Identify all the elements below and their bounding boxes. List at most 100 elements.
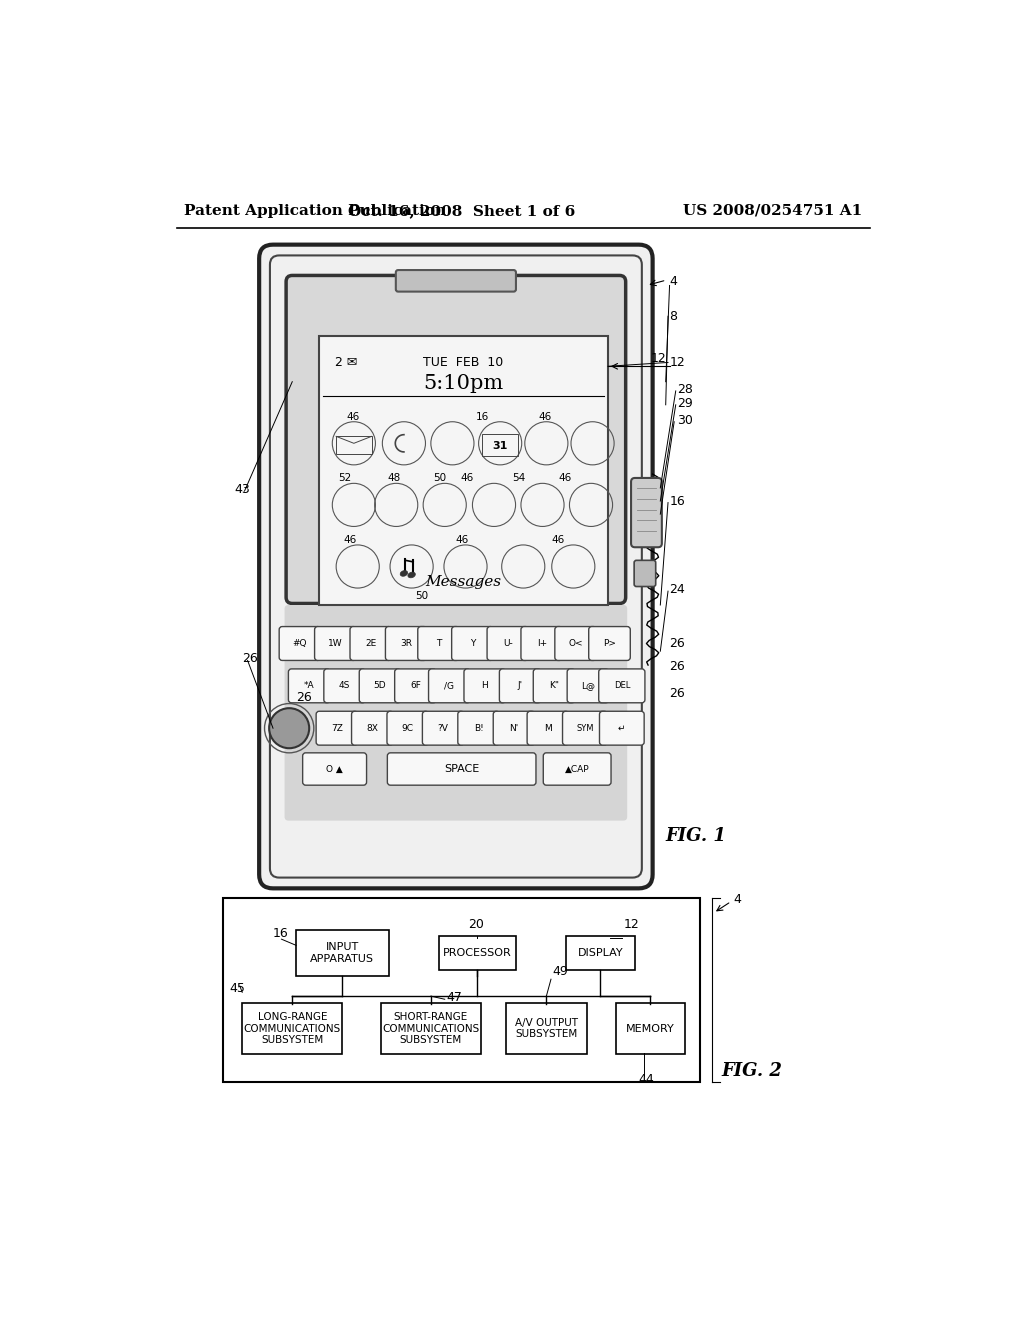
Bar [336,437,372,454]
Bar [565,936,635,970]
FancyBboxPatch shape [521,627,562,660]
Text: 50: 50 [433,474,446,483]
Text: 12: 12 [624,919,639,932]
FancyBboxPatch shape [316,711,357,744]
Text: 16: 16 [475,412,488,422]
Bar [381,1003,481,1053]
Text: ▲CAP: ▲CAP [565,764,590,774]
FancyBboxPatch shape [562,711,607,744]
Text: A/V OUTPUT
SUBSYSTEM: A/V OUTPUT SUBSYSTEM [515,1018,578,1039]
Text: 4: 4 [733,894,741,907]
FancyBboxPatch shape [534,669,574,702]
Text: SPACE: SPACE [444,764,479,774]
Text: 9C: 9C [401,723,414,733]
FancyBboxPatch shape [464,669,506,702]
Text: SHORT-RANGE
COMMUNICATIONS
SUBSYSTEM: SHORT-RANGE COMMUNICATIONS SUBSYSTEM [382,1012,479,1045]
Bar [243,1003,342,1053]
Text: O ▲: O ▲ [327,764,343,774]
Text: H: H [481,681,488,690]
Text: 48: 48 [387,474,400,483]
Text: Messages: Messages [426,576,502,589]
FancyBboxPatch shape [350,627,391,660]
Text: J': J' [517,681,522,690]
Text: 46: 46 [343,535,356,545]
FancyBboxPatch shape [422,711,464,744]
Text: 1W: 1W [328,639,343,648]
Text: 8X: 8X [367,723,378,733]
Text: 45: 45 [229,982,245,995]
FancyBboxPatch shape [324,669,366,702]
Text: 46: 46 [552,535,565,545]
FancyBboxPatch shape [289,669,330,702]
Text: 4S: 4S [339,681,350,690]
Text: PROCESSOR: PROCESSOR [442,948,511,958]
Text: 16: 16 [670,495,685,508]
Text: 26: 26 [243,652,258,665]
FancyBboxPatch shape [599,711,644,744]
Text: 46: 46 [539,412,552,422]
Text: 31: 31 [493,441,508,451]
Text: 52: 52 [339,474,351,483]
FancyBboxPatch shape [387,711,429,744]
Bar [615,1003,685,1053]
Text: DEL: DEL [613,681,630,690]
FancyBboxPatch shape [396,271,516,292]
Text: 3R: 3R [400,639,413,648]
Text: N': N' [509,723,518,733]
Text: 12: 12 [670,356,685,370]
Text: 26: 26 [670,660,685,673]
FancyBboxPatch shape [589,627,631,660]
Text: 16: 16 [273,927,289,940]
Text: 26: 26 [296,690,312,704]
Text: TUE  FEB  10: TUE FEB 10 [424,356,504,370]
Text: 2 ✉: 2 ✉ [335,356,357,370]
Text: U-: U- [503,639,513,648]
Text: T: T [436,639,441,648]
FancyBboxPatch shape [555,627,596,660]
Text: LONG-RANGE
COMMUNICATIONS
SUBSYSTEM: LONG-RANGE COMMUNICATIONS SUBSYSTEM [244,1012,341,1045]
FancyBboxPatch shape [429,669,470,702]
Text: 8: 8 [670,310,678,323]
Text: 46: 46 [346,412,359,422]
Text: FIG. 1: FIG. 1 [666,828,727,845]
Text: 24: 24 [670,583,685,597]
Text: L@: L@ [581,681,595,690]
FancyBboxPatch shape [385,627,427,660]
Text: 26: 26 [670,638,685,649]
Bar [438,936,515,970]
Text: 20: 20 [468,919,483,932]
Text: 49: 49 [553,965,568,978]
Text: 44: 44 [639,1073,654,1086]
Text: INPUT
APPARATUS: INPUT APPARATUS [310,942,375,964]
Text: Oct. 16, 2008  Sheet 1 of 6: Oct. 16, 2008 Sheet 1 of 6 [348,203,575,218]
Text: 46: 46 [460,474,473,483]
Text: Y: Y [470,639,475,648]
Text: 46: 46 [456,535,469,545]
Text: #Q: #Q [293,639,307,648]
FancyBboxPatch shape [394,669,436,702]
Text: US 2008/0254751 A1: US 2008/0254751 A1 [683,203,862,218]
Text: O<: O< [568,639,583,648]
FancyBboxPatch shape [418,627,460,660]
FancyBboxPatch shape [494,711,535,744]
Text: 30: 30 [677,413,693,426]
Text: FIG. 2: FIG. 2 [722,1061,782,1080]
FancyBboxPatch shape [259,244,652,888]
FancyBboxPatch shape [458,711,500,744]
Ellipse shape [400,570,408,577]
Text: 54: 54 [512,474,525,483]
Text: I+: I+ [537,639,547,648]
Bar [506,1003,587,1053]
Text: ?V: ?V [437,723,449,733]
FancyBboxPatch shape [599,669,645,702]
Text: SYM: SYM [577,723,594,733]
Text: K": K" [549,681,559,690]
Text: /G: /G [444,681,455,690]
Text: *A: *A [304,681,314,690]
Text: 12: 12 [650,351,666,364]
FancyBboxPatch shape [314,627,356,660]
Bar [482,434,518,455]
FancyBboxPatch shape [359,669,400,702]
Ellipse shape [408,572,416,578]
Text: DISPLAY: DISPLAY [578,948,623,958]
